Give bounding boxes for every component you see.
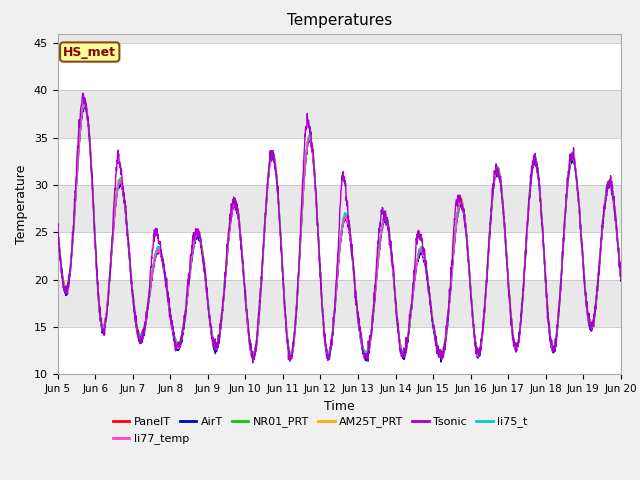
li77_temp (504, 263, 511, 269)
Bar (58, 327, 621, 374)
Tsonic (356, 325, 364, 331)
Tsonic (54, 224, 61, 229)
AM25T_PRT (211, 341, 219, 347)
AirT (368, 326, 376, 332)
PanelT (504, 265, 511, 271)
AM25T_PRT (568, 152, 575, 157)
AM25T_PRT (54, 222, 61, 228)
Line: Tsonic: Tsonic (58, 93, 621, 363)
PanelT (211, 345, 219, 351)
NR01_PRT (54, 221, 61, 227)
NR01_PRT (583, 306, 591, 312)
PanelT (80, 100, 88, 106)
PanelT (583, 307, 591, 312)
Tsonic (249, 360, 257, 366)
AirT (54, 228, 61, 233)
Tsonic (568, 151, 575, 157)
AirT (617, 278, 625, 284)
li75_t (617, 273, 625, 278)
li77_temp (211, 345, 219, 350)
NR01_PRT (356, 328, 364, 334)
Bar (58, 43, 621, 90)
li77_temp (81, 102, 88, 108)
Bar (58, 34, 621, 43)
PanelT (287, 356, 294, 361)
PanelT (568, 156, 575, 161)
AirT (504, 265, 511, 271)
Y-axis label: Temperature: Temperature (15, 164, 28, 244)
li75_t (369, 318, 376, 324)
Bar (58, 232, 621, 280)
Line: li77_temp: li77_temp (58, 105, 621, 358)
Text: HS_met: HS_met (63, 46, 116, 59)
li75_t (250, 354, 257, 360)
AirT (211, 349, 219, 355)
li77_temp (583, 306, 591, 312)
AM25T_PRT (617, 272, 625, 278)
li77_temp (356, 328, 364, 334)
li75_t (583, 305, 591, 311)
PanelT (54, 222, 61, 228)
li77_temp (617, 276, 625, 281)
Tsonic (211, 337, 219, 343)
AM25T_PRT (369, 316, 376, 322)
NR01_PRT (81, 99, 88, 105)
PanelT (369, 318, 376, 324)
AM25T_PRT (356, 328, 364, 334)
Bar (58, 185, 621, 232)
li77_temp (54, 226, 61, 231)
li77_temp (368, 325, 376, 331)
AirT (356, 329, 364, 335)
AirT (437, 359, 445, 365)
AirT (81, 101, 89, 107)
NR01_PRT (369, 321, 376, 326)
AirT (583, 310, 591, 315)
Line: PanelT: PanelT (58, 103, 621, 359)
PanelT (356, 329, 364, 335)
AM25T_PRT (250, 354, 257, 360)
Bar (58, 280, 621, 327)
Line: AirT: AirT (58, 104, 621, 362)
li75_t (504, 264, 511, 270)
NR01_PRT (617, 274, 625, 280)
AM25T_PRT (504, 264, 511, 269)
Title: Temperatures: Temperatures (287, 13, 392, 28)
Tsonic (369, 318, 376, 324)
AM25T_PRT (81, 97, 88, 103)
Legend: li77_temp: li77_temp (108, 429, 193, 449)
Line: AM25T_PRT: AM25T_PRT (58, 100, 621, 357)
Bar (58, 90, 621, 138)
AM25T_PRT (583, 307, 591, 312)
li75_t (568, 153, 575, 159)
AirT (568, 156, 575, 162)
Tsonic (504, 266, 511, 272)
li75_t (54, 222, 61, 228)
X-axis label: Time: Time (324, 400, 355, 413)
Tsonic (617, 275, 625, 280)
PanelT (617, 275, 625, 281)
Tsonic (583, 299, 591, 305)
li75_t (211, 345, 219, 351)
li75_t (82, 98, 90, 104)
Tsonic (79, 90, 86, 96)
Bar (58, 138, 621, 185)
li75_t (356, 327, 364, 333)
Line: NR01_PRT: NR01_PRT (58, 102, 621, 356)
Line: li75_t: li75_t (58, 101, 621, 357)
li77_temp (568, 156, 575, 161)
NR01_PRT (568, 155, 575, 160)
NR01_PRT (211, 343, 219, 348)
NR01_PRT (504, 263, 511, 268)
NR01_PRT (325, 353, 333, 359)
li77_temp (437, 355, 445, 360)
